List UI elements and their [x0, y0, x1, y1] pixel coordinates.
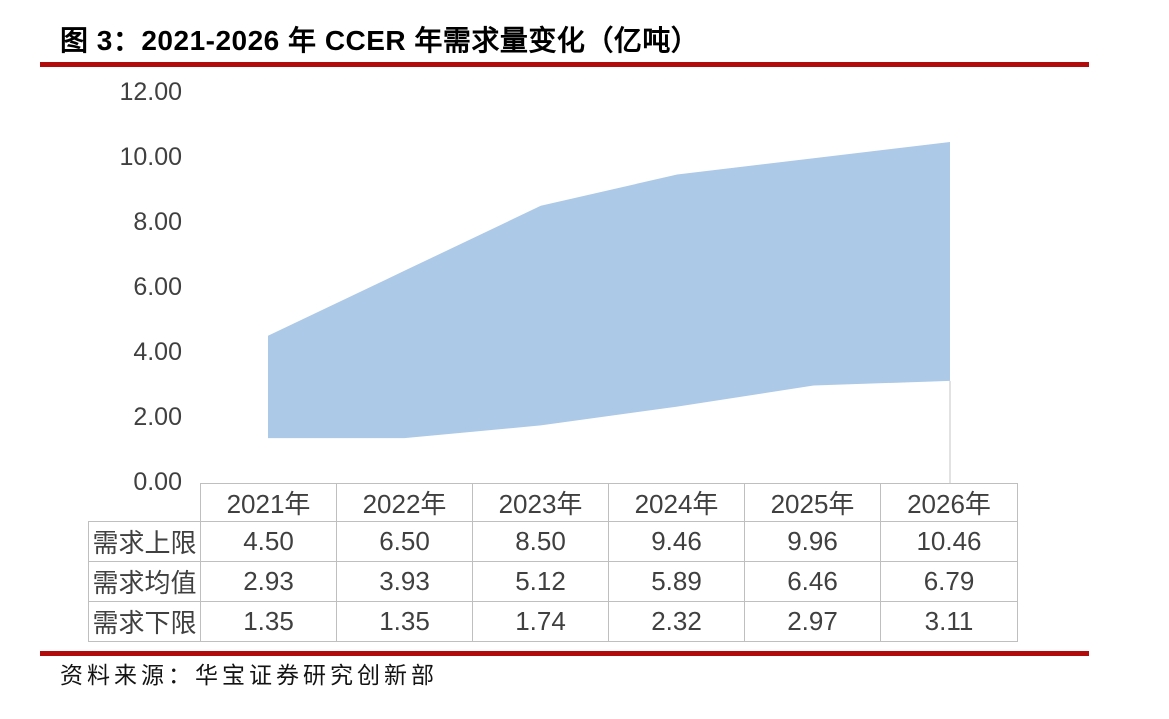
- y-axis-tick-label: 2.00: [133, 403, 182, 431]
- table-value-cell: 8.50: [472, 521, 609, 562]
- y-axis-tick-label: 6.00: [133, 273, 182, 301]
- table-value-cell: 1.35: [200, 601, 337, 642]
- table-value-cell: 9.96: [744, 521, 881, 562]
- table-corner-cell: [89, 484, 201, 522]
- table-row-label: 需求上限: [88, 521, 201, 562]
- table-row-label: 需求均值: [88, 561, 201, 602]
- table-value-cell: 4.50: [200, 521, 337, 562]
- table-value-cell: 1.74: [472, 601, 609, 642]
- table-value-cell: 5.12: [472, 561, 609, 602]
- table-row: 需求上限 4.50 6.50 8.50 9.46 9.96 10.46: [88, 521, 1018, 562]
- table-row: 需求均值 2.93 3.93 5.12 5.89 6.46 6.79: [88, 561, 1018, 602]
- table-value-cell: 3.11: [880, 601, 1018, 642]
- table-value-cell: 3.93: [336, 561, 473, 602]
- table-year-header: 2026年: [880, 483, 1018, 522]
- table-value-cell: 6.50: [336, 521, 473, 562]
- table-year-header: 2023年: [472, 483, 609, 522]
- table-year-header: 2021年: [200, 483, 337, 522]
- table-value-cell: 6.46: [744, 561, 881, 602]
- table-value-cell: 2.93: [200, 561, 337, 602]
- table-year-header: 2025年: [744, 483, 881, 522]
- demand-data-table: 2021年 2022年 2023年 2024年 2025年 2026年 需求上限 4.50 6.…: [88, 483, 1018, 642]
- y-axis-tick-label: 8.00: [133, 208, 182, 236]
- y-axis-tick-label: 4.00: [133, 338, 182, 366]
- figure-title: 图 3：2021-2026 年 CCER 年需求量变化（亿吨）: [60, 25, 700, 56]
- table-value-cell: 6.79: [880, 561, 1018, 602]
- table-value-cell: 5.89: [608, 561, 745, 602]
- table-value-cell: 2.97: [744, 601, 881, 642]
- demand-band-area: [268, 142, 950, 439]
- y-axis-tick-label: 12.00: [119, 78, 182, 106]
- table-header-row: 2021年 2022年 2023年 2024年 2025年 2026年: [89, 483, 1018, 522]
- table-value-cell: 1.35: [336, 601, 473, 642]
- y-axis-tick-label: 10.00: [119, 143, 182, 171]
- table-value-cell: 9.46: [608, 521, 745, 562]
- table-year-header: 2022年: [336, 483, 473, 522]
- table-row-label: 需求下限: [88, 601, 201, 642]
- table-year-header: 2024年: [608, 483, 745, 522]
- table-row: 需求下限 1.35 1.35 1.74 2.32 2.97 3.11: [88, 601, 1018, 642]
- title-divider-line: [40, 62, 1089, 67]
- table-value-cell: 10.46: [880, 521, 1018, 562]
- source-note: 资料来源：华宝证券研究创新部: [60, 663, 438, 689]
- table-value-cell: 2.32: [608, 601, 745, 642]
- source-divider-line: [40, 651, 1089, 656]
- y-axis-tick-label: 0.00: [133, 468, 182, 496]
